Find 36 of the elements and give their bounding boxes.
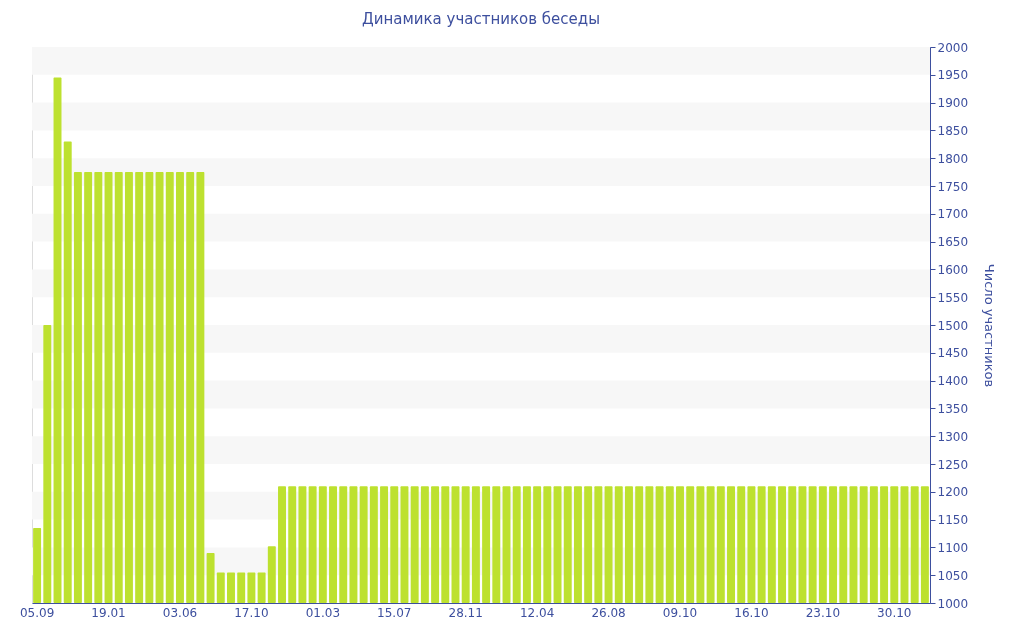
y-tick-label: 1050 — [937, 568, 969, 583]
y-tick-label: 1250 — [937, 457, 969, 472]
y-tick-label: 1800 — [937, 151, 969, 166]
y-tick-label: 1600 — [937, 262, 969, 277]
x-tick-label: 12.04 — [519, 605, 555, 620]
y-tick-label: 1500 — [937, 318, 969, 333]
y-tick-label: 1000 — [937, 596, 969, 611]
y-tick-label: 1900 — [937, 96, 969, 111]
y-tick-label: 1100 — [937, 540, 969, 555]
x-tick-label: 15.07 — [377, 605, 412, 620]
y-tick-label: 1350 — [937, 401, 969, 416]
x-tick-label: 19.01 — [91, 605, 126, 620]
x-tick-label: 05.09 — [19, 605, 55, 620]
x-tick-label: 30.10 — [877, 605, 912, 620]
y-tick-label: 1400 — [937, 374, 969, 389]
y-axis-title: Число участников — [982, 263, 998, 388]
y-tick-label: 1950 — [937, 68, 969, 83]
y-tick-label: 1300 — [937, 429, 969, 444]
y-tick-label: 1200 — [937, 485, 969, 500]
x-tick-label: 28.11 — [448, 605, 483, 620]
x-tick-label: 09.10 — [662, 605, 698, 620]
x-tick-label: 23.10 — [805, 605, 841, 620]
y-tick-label: 1650 — [937, 235, 969, 250]
x-tick-label: 03.06 — [162, 605, 198, 620]
y-tick-label: 1150 — [937, 513, 969, 528]
x-tick-label: 01.03 — [305, 605, 341, 620]
y-tick-label: 1700 — [937, 207, 969, 222]
y-tick-label: 2000 — [937, 40, 969, 55]
x-tick-label: 17.10 — [234, 605, 269, 620]
x-tick-label: 26.08 — [591, 605, 626, 620]
y-tick-label: 1850 — [937, 123, 969, 138]
y-tick-label: 1750 — [937, 179, 969, 194]
chart-title: Динамика участников беседы — [361, 10, 601, 28]
x-tick-label: 16.10 — [734, 605, 769, 620]
y-tick-label: 1550 — [937, 290, 969, 305]
y-tick-label: 1450 — [937, 346, 969, 361]
